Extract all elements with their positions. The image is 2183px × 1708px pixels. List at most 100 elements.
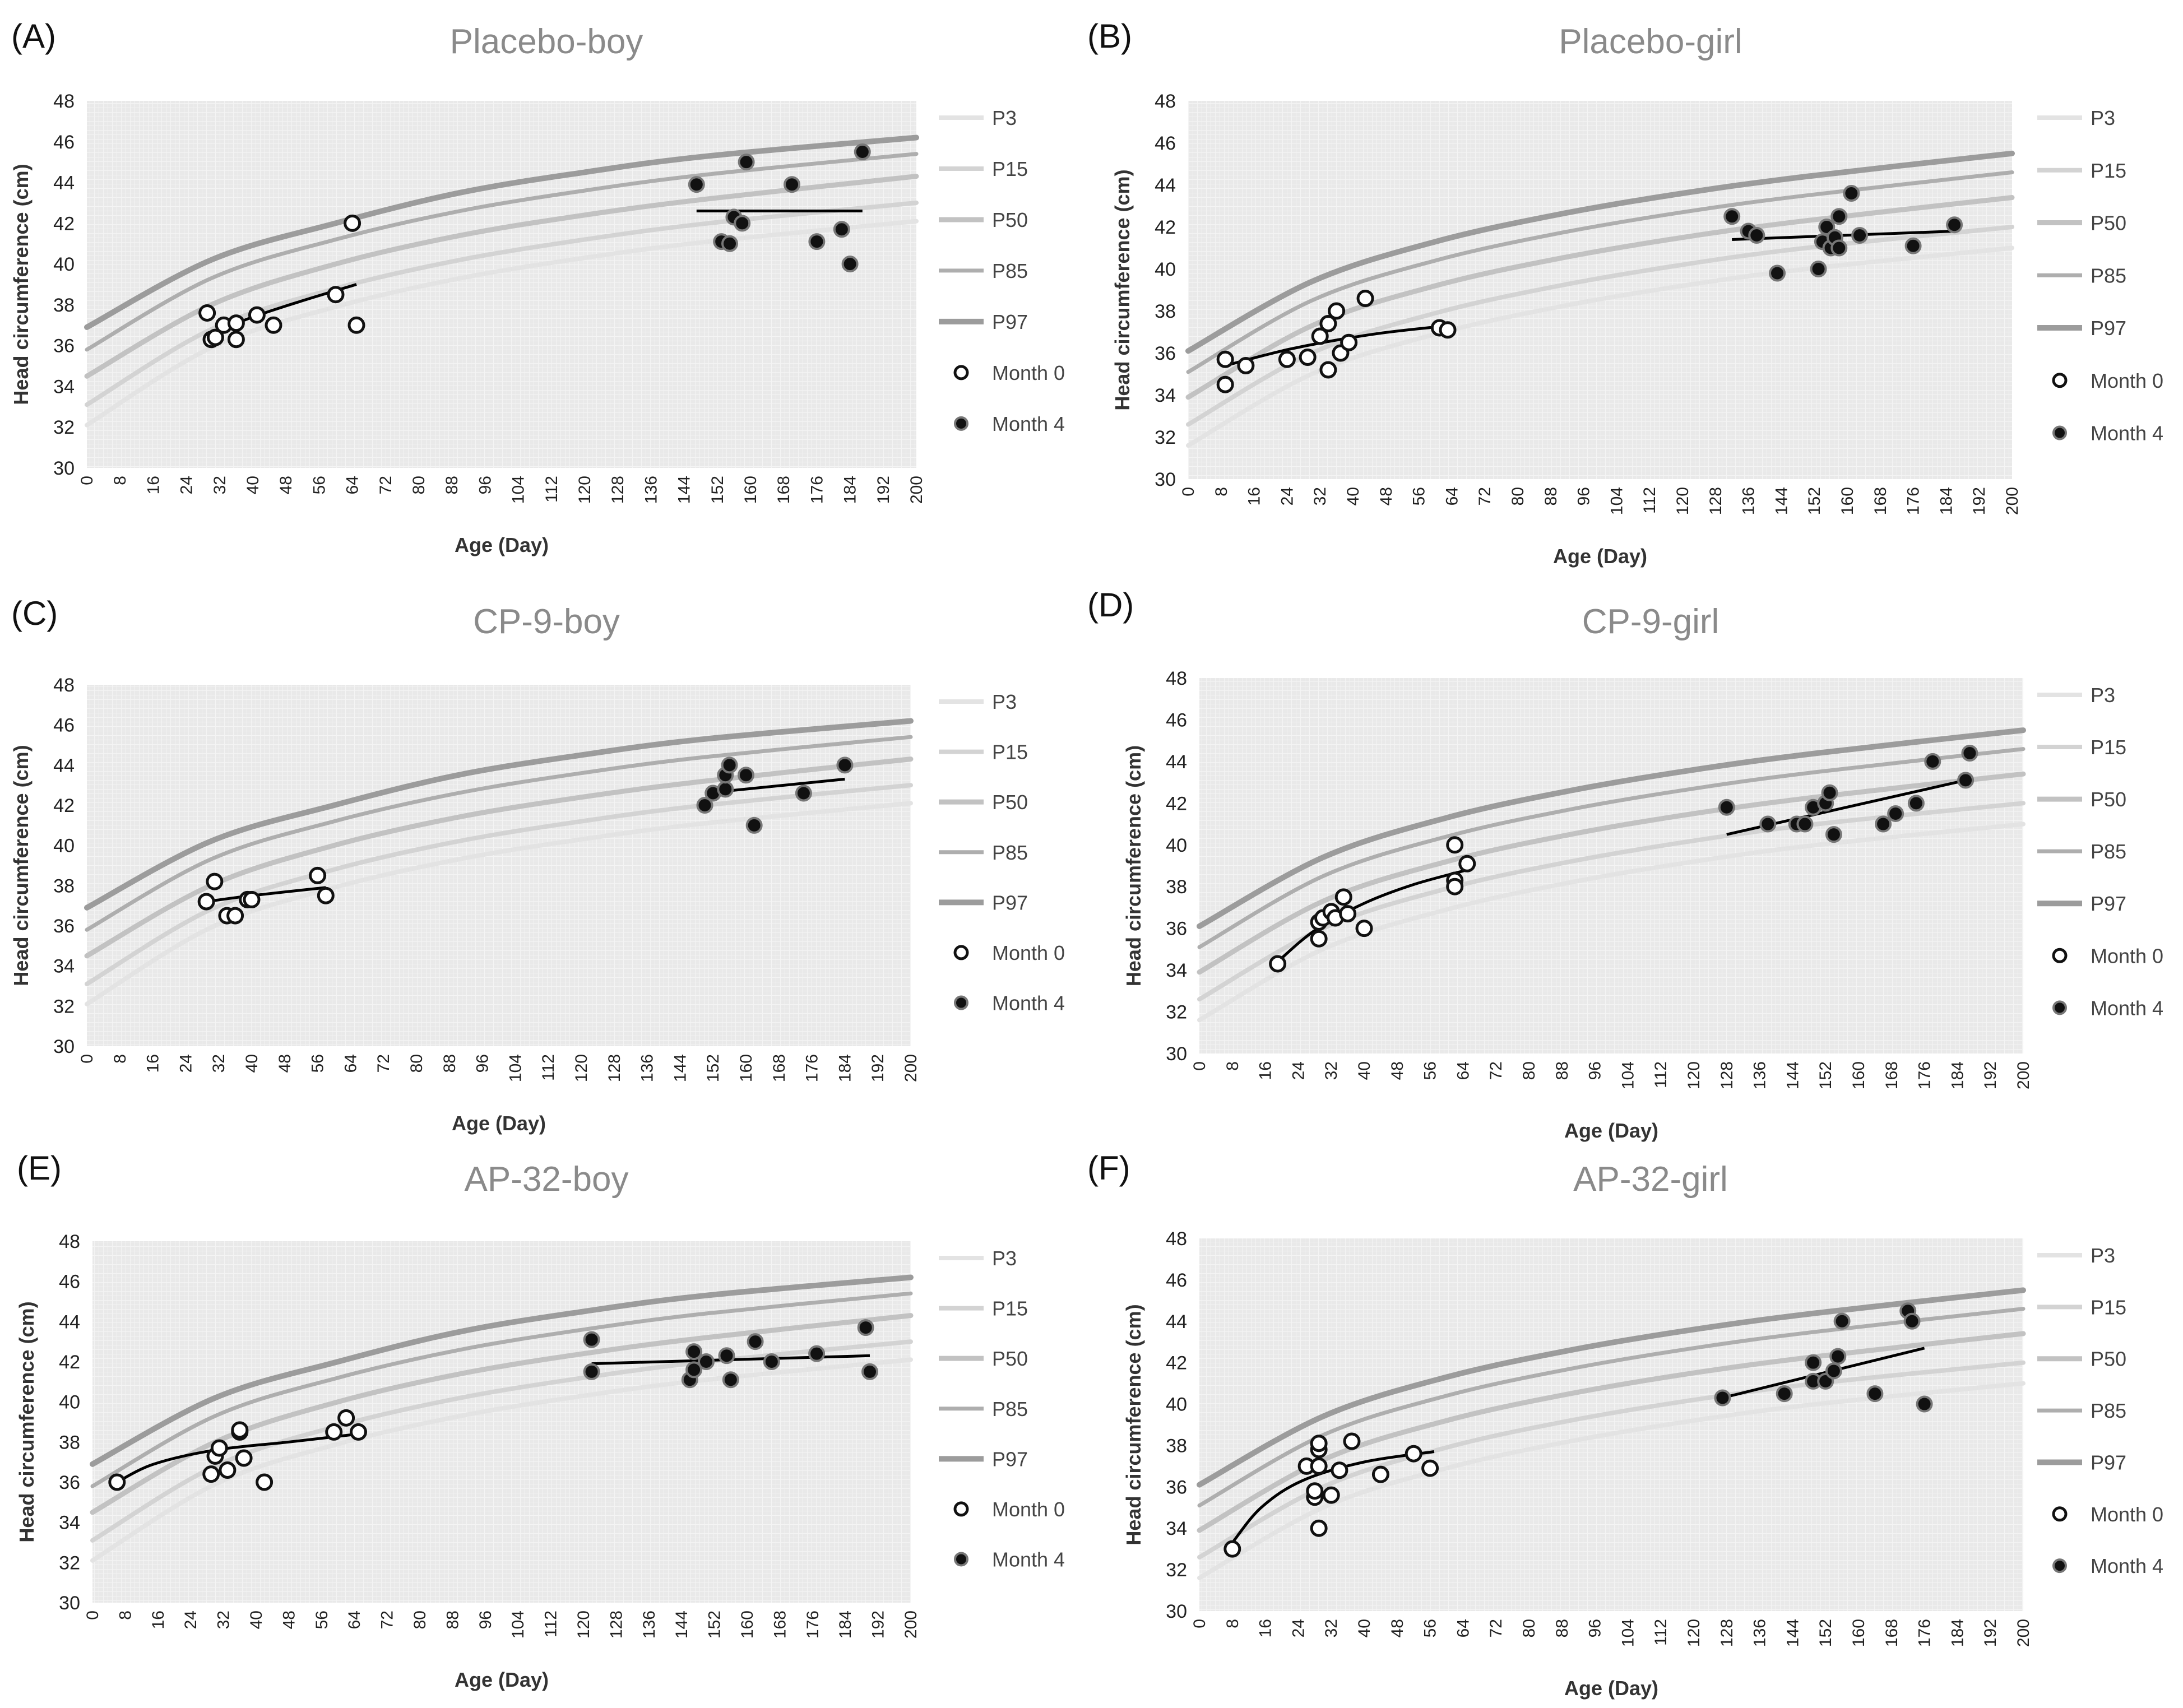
point-month-0 [1311, 327, 1329, 345]
y-tick-label: 30 [1166, 1043, 1187, 1065]
point-month-0 [256, 1473, 274, 1491]
x-tick-label: 96 [1586, 1061, 1605, 1080]
y-tick-label: 36 [53, 916, 75, 937]
x-tick-label: 80 [1520, 1061, 1538, 1080]
trend-line-month-4 [1732, 230, 1955, 241]
point-month-0 [1269, 955, 1287, 973]
x-tick-label: 40 [247, 1610, 266, 1629]
legend-label-month-4: Month 4 [2091, 1554, 2163, 1577]
legend-marker-month-4 [2052, 1000, 2067, 1015]
y-tick-label: 32 [1166, 1002, 1187, 1023]
x-tick-label: 64 [1443, 487, 1461, 505]
x-tick-label: 32 [1311, 487, 1329, 505]
y-tick-label: 48 [1166, 1228, 1187, 1250]
legend-label-month-4: Month 4 [2091, 996, 2163, 1019]
percentile-curve-p50 [84, 174, 919, 379]
x-axis-label: Age (Day) [455, 1668, 549, 1691]
plot-area [87, 685, 911, 1046]
percentile-curve-p97 [1197, 727, 2026, 929]
x-tick-label: 176 [808, 476, 826, 504]
y-tick-label: 44 [1166, 1311, 1187, 1333]
legend-label-month-0: Month 0 [992, 941, 1065, 964]
point-month-0 [1458, 855, 1476, 872]
x-tick-label: 144 [1783, 1061, 1802, 1089]
y-tick-label: 48 [59, 1231, 80, 1252]
x-tick-label: 40 [243, 1054, 261, 1073]
point-month-4 [738, 154, 755, 171]
x-tick-label: 48 [1388, 1619, 1407, 1637]
y-tick-label: 30 [53, 458, 75, 479]
x-tick-label: 152 [1805, 487, 1824, 515]
point-month-4 [1821, 784, 1838, 801]
x-tick-label: 8 [111, 1054, 129, 1064]
x-tick-label: 8 [116, 1610, 135, 1620]
x-tick-label: 88 [1553, 1061, 1572, 1080]
x-tick-label: 120 [574, 1610, 593, 1639]
x-tick-label: 24 [1278, 487, 1296, 505]
panel-label: (B) [1087, 17, 1132, 55]
x-tick-label: 152 [708, 476, 727, 504]
y-tick-label: 44 [53, 755, 75, 776]
point-month-0 [1339, 905, 1357, 923]
y-tick-label: 30 [59, 1593, 80, 1614]
legend-label-p85: P85 [2091, 264, 2126, 287]
point-month-4 [721, 756, 738, 774]
point-month-0 [231, 1421, 249, 1439]
legend-label-month-0: Month 0 [2091, 1503, 2163, 1526]
point-month-4 [1810, 261, 1827, 277]
percentile-curve-p97 [1197, 1287, 2026, 1488]
x-tick-label: 48 [276, 1054, 294, 1073]
y-tick-label: 38 [1166, 876, 1187, 898]
point-month-4 [784, 176, 800, 193]
y-tick-label: 40 [1166, 835, 1187, 856]
legend-label-p3: P3 [992, 690, 1017, 713]
y-axis-label: Head circumference (cm) [15, 1301, 38, 1542]
x-tick-label: 176 [1904, 487, 1923, 515]
point-month-4 [738, 767, 754, 784]
point-month-4 [1776, 1385, 1793, 1403]
x-tick-label: 32 [211, 476, 229, 494]
y-tick-label: 36 [1155, 343, 1176, 364]
x-tick-label: 104 [509, 1610, 527, 1639]
x-tick-label: 120 [1685, 1061, 1703, 1089]
x-tick-label: 184 [841, 476, 860, 504]
legend-label-p15: P15 [2091, 736, 2126, 759]
point-month-4 [717, 781, 734, 798]
y-tick-label: 38 [53, 295, 75, 316]
legend-label-month-4: Month 4 [992, 1548, 1065, 1571]
chart-panel-c: (C) CP-9-boy 30 32 34 36 38 40 42 44 46 48 0 8 16 24 32 4… [10, 595, 1065, 1135]
y-axis-label: Head circumference (cm) [1122, 745, 1145, 986]
panel-label: (C) [11, 595, 58, 632]
point-month-4 [861, 1363, 878, 1380]
point-month-0 [1278, 350, 1296, 368]
panel-title: AP-32-boy [465, 1160, 629, 1199]
x-tick-label: 0 [1190, 1061, 1209, 1071]
point-month-0 [248, 306, 266, 324]
x-tick-label: 176 [803, 1054, 822, 1082]
x-axis-label: Age (Day) [1553, 545, 1647, 568]
x-tick-label: 16 [1257, 1619, 1275, 1637]
point-month-4 [1957, 772, 1975, 789]
x-tick-label: 96 [1575, 487, 1593, 505]
x-tick-label: 200 [2014, 1619, 2033, 1647]
point-month-0 [243, 890, 261, 908]
legend-label-p85: P85 [992, 841, 1028, 864]
point-month-0 [1355, 920, 1373, 937]
x-tick-label: 24 [177, 1054, 195, 1073]
legend-label-p50: P50 [992, 208, 1028, 231]
point-month-0 [1343, 1432, 1361, 1450]
point-month-4 [836, 756, 854, 774]
x-tick-label: 192 [874, 476, 893, 504]
plot-area [92, 1241, 911, 1603]
x-tick-label: 128 [1718, 1619, 1736, 1647]
point-month-4 [1875, 815, 1892, 833]
legend-label-p15: P15 [2091, 159, 2126, 182]
x-tick-label: 24 [178, 476, 196, 494]
x-tick-label: 72 [1487, 1061, 1505, 1080]
panel-label: (D) [1087, 586, 1134, 624]
y-tick-label: 48 [1155, 91, 1176, 112]
y-tick-label: 42 [1155, 217, 1176, 238]
point-month-0 [1421, 1459, 1439, 1477]
x-tick-label: 0 [1190, 1619, 1209, 1628]
y-tick-label: 34 [1155, 385, 1176, 406]
